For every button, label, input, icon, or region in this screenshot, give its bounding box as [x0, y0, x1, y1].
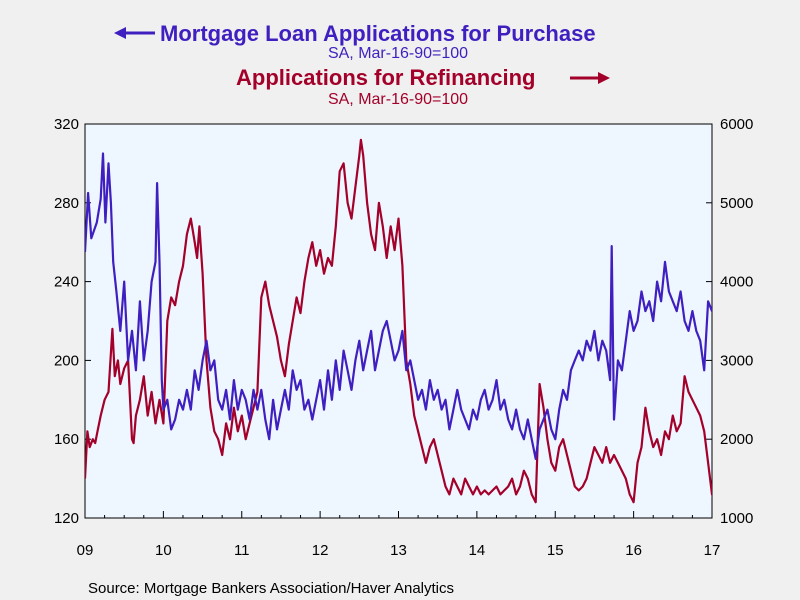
left-tick-label: 160 — [54, 431, 79, 448]
x-axis: 09 10 11 12 13 14 15 16 17 — [77, 511, 721, 559]
left-tick-label: 280 — [54, 195, 79, 212]
purchase-legend: Mortgage Loan Applications for Purchase … — [114, 21, 596, 62]
x-tick-label: 16 — [625, 542, 642, 559]
purchase-series-line — [85, 152, 712, 460]
left-tick-label: 240 — [54, 274, 79, 291]
purchase-arrow-head-icon — [114, 27, 126, 39]
purchase-series-title: Mortgage Loan Applications for Purchase — [160, 21, 596, 46]
x-tick-label: 11 — [234, 542, 250, 559]
x-tick-label: 13 — [390, 542, 407, 559]
refinance-legend: Applications for Refinancing SA, Mar-16-… — [236, 65, 610, 108]
refinance-arrow-head-icon — [598, 72, 610, 84]
series-layer — [85, 138, 712, 504]
x-tick-label: 15 — [547, 542, 564, 559]
left-tick-label: 200 — [54, 352, 79, 369]
right-tick-label: 5000 — [720, 195, 753, 212]
right-tick-label: 4000 — [720, 274, 753, 291]
refinance-series-subtitle: SA, Mar-16-90=100 — [328, 91, 468, 108]
purchase-series-subtitle: SA, Mar-16-90=100 — [328, 45, 468, 62]
x-tick-label: 12 — [312, 542, 329, 559]
right-tick-label: 6000 — [720, 116, 753, 133]
right-tick-label: 1000 — [720, 510, 753, 527]
left-tick-label: 120 — [54, 510, 79, 527]
refinance-series-line — [85, 138, 712, 504]
x-tick-label: 14 — [469, 542, 486, 559]
left-axis: 120 160 200 240 280 320 — [54, 116, 91, 527]
right-tick-label: 2000 — [720, 431, 753, 448]
x-tick-label: 10 — [155, 542, 172, 559]
right-tick-label: 3000 — [720, 352, 753, 369]
chart-titles: Mortgage Loan Applications for Purchase … — [114, 21, 610, 108]
right-axis: 1000 2000 3000 4000 5000 6000 — [706, 116, 753, 527]
source-note: Source: Mortgage Bankers Association/Hav… — [88, 580, 454, 597]
plot-area — [84, 123, 713, 519]
x-tick-label: 17 — [704, 542, 721, 559]
refinance-series-title: Applications for Refinancing — [236, 65, 535, 90]
x-tick-label: 09 — [77, 542, 94, 559]
left-tick-label: 320 — [54, 116, 79, 133]
